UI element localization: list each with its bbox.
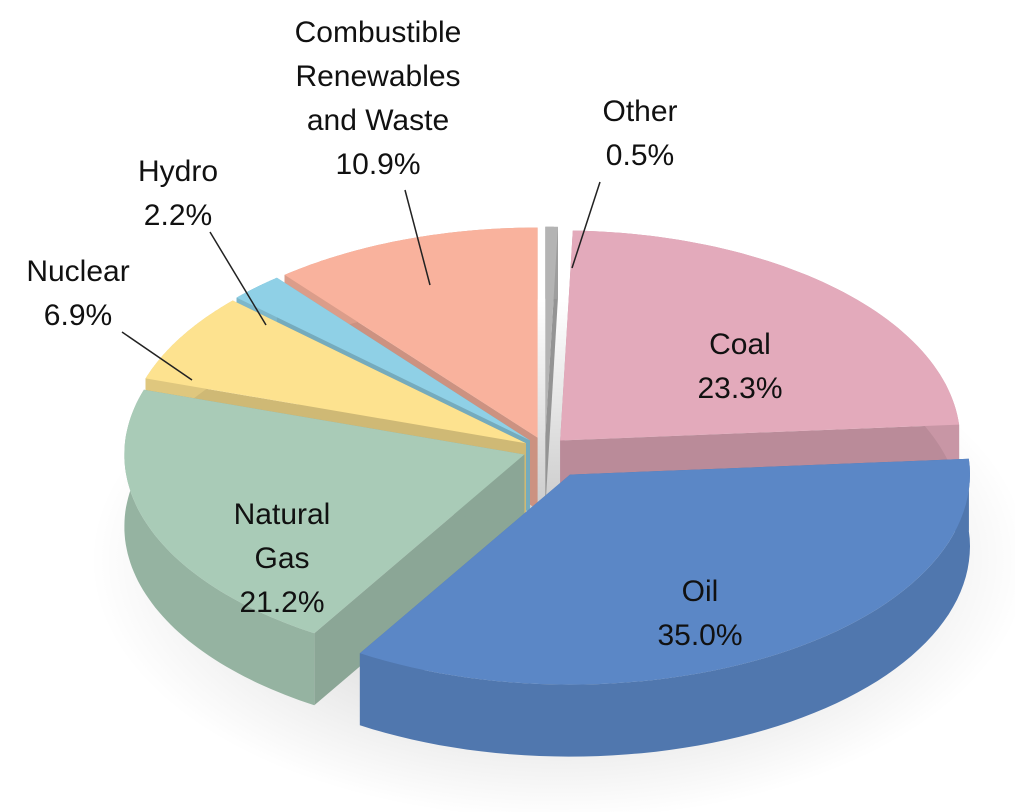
slice-label: Nuclear [26,255,129,288]
label-line: Oil [682,575,719,608]
slice-wall [124,389,315,706]
label-line: Combustible [295,16,462,49]
label-line: Hydro [138,155,218,188]
slice [359,458,970,685]
value-label: 10.9% [335,148,420,181]
label-line: Other [602,95,677,128]
label-line: Nuclear [26,255,129,288]
label-line: and Waste [307,104,449,137]
leader-line [121,331,193,381]
leader-line [571,181,601,269]
slice-label: Coal [709,328,771,361]
slice [145,300,526,444]
slice-label: Hydro [138,155,218,188]
value-label: 35.0% [657,619,742,652]
slice [236,277,530,441]
label-line: Renewables [295,60,460,93]
slice [284,227,538,438]
slice [560,230,960,441]
slice-label: Natural Gas [234,498,331,575]
slice-label: Combustible Renewables and Waste [295,16,462,137]
value-label: 2.2% [144,199,212,232]
slice-wall [359,458,970,757]
value-label: 6.9% [44,299,112,332]
value-label: 21.2% [239,586,324,619]
leader-line [404,189,431,286]
label-line: Natural [234,498,331,531]
slice [545,226,558,509]
value-label: 0.5% [606,139,674,172]
slice [124,389,525,706]
label-line: Coal [709,328,771,361]
slice-label: Oil [682,575,719,608]
slice [124,389,525,634]
slice-label: Other [602,95,677,128]
leader-line [209,231,267,326]
label-line: Gas [254,542,309,575]
value-label: 23.3% [697,372,782,405]
slice [545,226,558,437]
slice [359,458,970,757]
